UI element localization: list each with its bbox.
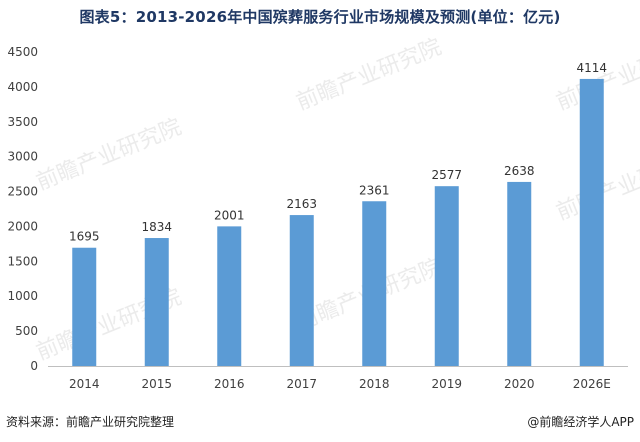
x-tick-label: 2018 — [359, 377, 390, 391]
x-tick-label: 2026E — [573, 377, 611, 391]
data-label: 2577 — [431, 168, 462, 182]
bar — [507, 181, 532, 366]
x-tick-label: 2017 — [286, 377, 317, 391]
data-label: 2001 — [214, 208, 245, 222]
bars-group — [72, 78, 604, 367]
data-label: 1695 — [69, 230, 100, 244]
watermark-layer: 前瞻产业研究院前瞻产业研究院前瞻产业研究院前瞻产业研究院前瞻产业研究院前瞻产业研… — [33, 35, 640, 366]
y-tick-label: 4000 — [7, 80, 38, 94]
data-label: 4114 — [576, 61, 607, 75]
y-tick-label: 2500 — [7, 185, 38, 199]
data-label: 2163 — [286, 197, 317, 211]
y-tick-label: 0 — [30, 359, 38, 373]
y-tick-label: 2000 — [7, 219, 38, 233]
y-axis: 0 500 1000 1500 2000 2500 3000 3500 4000 4500 — [7, 45, 38, 373]
x-tick-label: 2016 — [214, 377, 245, 391]
bar — [579, 78, 604, 367]
bar — [144, 238, 169, 366]
credit-note: @前瞻经济学人APP — [527, 415, 634, 429]
x-tick-label: 2020 — [504, 377, 535, 391]
data-label: 2638 — [504, 164, 535, 178]
data-label: 1834 — [141, 220, 172, 234]
y-tick-label: 1000 — [7, 289, 38, 303]
data-label: 2361 — [359, 183, 390, 197]
x-tick-label: 2014 — [69, 377, 100, 391]
y-tick-label: 3500 — [7, 115, 38, 129]
source-note: 资料来源：前瞻产业研究院整理 — [6, 415, 175, 429]
chart-title: 图表5：2013-2026年中国殡葬服务行业市场规模及预测(单位：亿元) — [79, 8, 561, 26]
y-tick-label: 1500 — [7, 254, 38, 268]
watermark: 前瞻产业研究院 — [293, 35, 445, 116]
x-tick-label: 2015 — [141, 377, 172, 391]
bar — [362, 201, 387, 366]
y-tick-label: 4500 — [7, 45, 38, 59]
x-tick-labels-group: 2014 2015 2016 2017 2018 2019 2020 2026E — [69, 377, 611, 391]
bar — [434, 186, 459, 366]
bar — [217, 226, 242, 366]
y-tick-label: 3000 — [7, 150, 38, 164]
data-labels-group: 1695 1834 2001 2163 2361 2577 2638 4114 — [69, 61, 607, 244]
bar — [72, 247, 97, 366]
x-tick-label: 2019 — [431, 377, 462, 391]
watermark: 前瞻产业研究院 — [33, 115, 185, 196]
bar — [289, 215, 314, 366]
y-tick-label: 500 — [15, 324, 38, 338]
